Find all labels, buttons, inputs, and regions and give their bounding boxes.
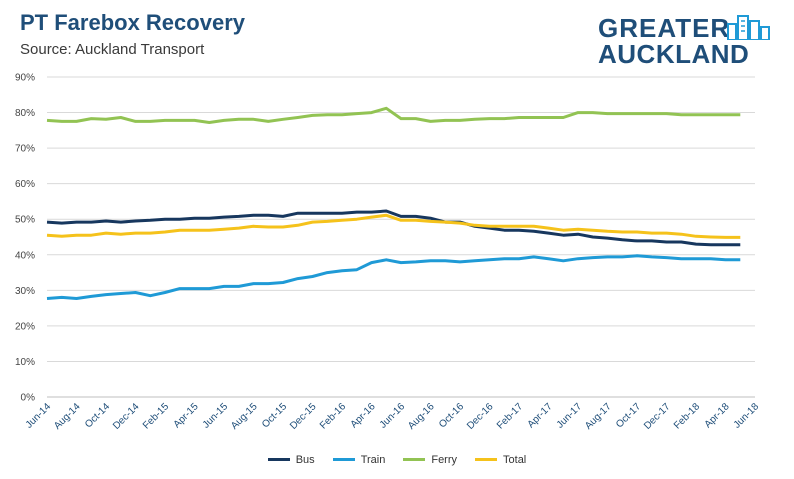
legend-item-train: Train [332,453,386,466]
chart-title: PT Farebox Recovery [20,10,245,35]
legend-label: Ferry [431,453,458,466]
x-tick-label: Jun-17 [555,401,585,431]
x-tick-label: Feb-18 [672,401,702,431]
x-tick-label: Jun-18 [732,401,762,431]
chart-legend: Bus Train Ferry Total [0,452,794,466]
y-tick-label: 0% [21,393,36,404]
legend-swatch [403,458,426,461]
legend-swatch [475,458,498,461]
x-tick-label: Jun-14 [24,401,54,431]
legend-label: Total [503,453,527,466]
y-tick-label: 20% [15,321,35,332]
x-tick-label: Oct-17 [614,401,643,430]
x-tick-label: Aug-17 [583,401,614,432]
city-skyline-icon [727,15,770,40]
x-tick-label: Feb-15 [141,401,171,431]
legend-label: Train [360,453,386,466]
y-tick-label: 80% [15,108,35,119]
legend-item-ferry: Ferry [403,454,457,466]
legend-swatch [332,458,355,461]
logo-text-line2: AUCKLAND [598,39,750,69]
x-tick-label: Apr-15 [172,401,201,430]
legend-swatch [267,458,290,461]
y-tick-label: 50% [15,215,35,226]
x-tick-label: Aug-15 [229,401,260,432]
x-tick-label: Apr-17 [526,401,555,430]
x-tick-label: Oct-15 [260,401,289,430]
legend-label: Bus [295,453,315,466]
x-tick-label: Dec-17 [642,401,673,432]
series-line-total [46,213,741,239]
x-tick-label: Feb-16 [318,401,348,431]
y-tick-label: 60% [15,179,35,190]
y-tick-label: 70% [15,144,35,155]
series-line-train [46,254,741,300]
chart-gridlines [47,76,755,398]
x-tick-label: Jun-16 [378,401,408,431]
x-tick-label: Dec-16 [465,401,496,432]
y-tick-label: 30% [15,286,35,297]
x-tick-label: Jun-15 [201,401,231,431]
y-axis-ticks: 0% 10% 20% 30% 40% 50% 60% 70% 80% 90% [15,73,35,404]
x-tick-label: Apr-18 [703,401,732,430]
chart-series-lines [46,106,741,300]
logo-text-line1: GREATER [598,13,731,43]
x-tick-label: Apr-16 [349,401,378,430]
y-tick-label: 10% [15,357,35,368]
x-tick-label: Aug-16 [406,401,437,432]
series-line-bus [46,209,741,247]
legend-item-bus: Bus [267,453,315,466]
x-tick-label: Aug-14 [52,401,83,432]
y-tick-label: 40% [15,250,35,261]
chart-subtitle: Source: Auckland Transport [20,41,205,58]
x-tick-label: Feb-17 [495,401,525,431]
x-tick-label: Oct-16 [437,401,466,430]
greater-auckland-logo: GREATER AUCKLAND [598,14,776,70]
series-line-ferry [46,106,741,124]
x-tick-label: Dec-14 [111,401,142,432]
x-tick-label: Oct-14 [83,401,112,430]
x-tick-label: Dec-15 [288,401,319,432]
y-tick-label: 90% [15,73,35,84]
legend-item-total: Total [475,454,526,466]
